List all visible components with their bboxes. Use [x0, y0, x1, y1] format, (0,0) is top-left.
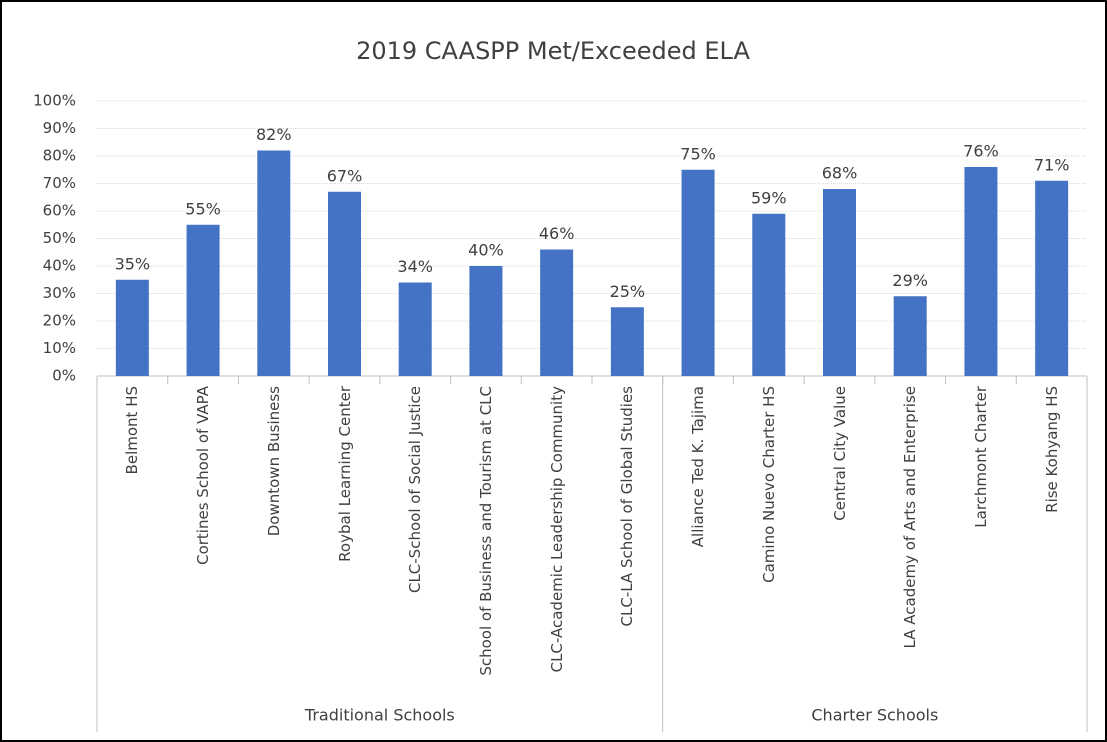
x-tick-label: Roybal Learning Center	[335, 386, 354, 562]
bar	[115, 279, 149, 376]
x-tick-label: School of Business and Tourism at CLC	[476, 386, 495, 676]
bar	[1035, 180, 1069, 376]
y-tick-label: 50%	[43, 229, 76, 247]
x-tick-label: CLC-LA School of Global Studies	[618, 386, 637, 627]
bar	[186, 224, 220, 376]
x-tick-label: Downtown Business	[264, 386, 283, 537]
bar	[823, 189, 856, 376]
value-label: 67%	[327, 166, 363, 185]
value-label: 76%	[963, 142, 999, 161]
chart-title: 2019 CAASPP Met/Exceeded ELA	[356, 37, 750, 65]
bar	[893, 296, 927, 376]
value-label: 35%	[115, 254, 151, 273]
bar	[681, 169, 715, 376]
y-tick-label: 70%	[43, 174, 76, 192]
x-tick-label: Camino Nuevo Charter HS	[759, 386, 778, 583]
bar	[328, 191, 361, 376]
x-tick-label: LA Academy of Arts and Enterprise	[901, 386, 920, 649]
bar	[610, 307, 644, 376]
x-tick-label: Cortines School of VAPA	[194, 386, 213, 565]
y-tick-label: 30%	[43, 284, 76, 302]
bar	[540, 249, 574, 376]
y-tick-label: 40%	[43, 257, 76, 275]
value-label: 71%	[1034, 155, 1070, 174]
x-tick-label: Central City Value	[830, 386, 849, 521]
y-tick-label: 100%	[33, 92, 76, 110]
value-label: 40%	[468, 241, 504, 260]
y-tick-label: 80%	[43, 147, 76, 165]
bar	[398, 282, 432, 376]
y-tick-label: 90%	[43, 119, 76, 137]
value-label: 25%	[610, 282, 646, 301]
value-label: 68%	[822, 164, 858, 183]
bar	[257, 150, 291, 376]
value-label: 29%	[892, 271, 928, 290]
y-tick-label: 60%	[43, 202, 76, 220]
bar	[964, 167, 998, 376]
bar	[752, 213, 786, 376]
value-label: 59%	[751, 188, 787, 207]
bar	[469, 266, 503, 376]
value-label: 55%	[185, 199, 221, 218]
y-tick-label: 0%	[52, 367, 76, 385]
x-tick-label: Belmont HS	[123, 386, 142, 475]
value-label: 82%	[256, 125, 292, 144]
group-label: Traditional Schools	[304, 706, 455, 725]
x-tick-label: Larchmont Charter	[971, 386, 990, 528]
value-label: 34%	[397, 257, 433, 276]
group-label: Charter Schools	[811, 706, 938, 725]
x-tick-label: Alliance Ted K. Tajima	[689, 386, 708, 548]
value-label: 75%	[680, 144, 716, 163]
x-tick-label: CLC-Academic Leadership Community	[547, 386, 566, 673]
value-label: 46%	[539, 224, 575, 243]
x-tick-label: Rise Kohyang HS	[1042, 386, 1061, 513]
y-tick-label: 20%	[43, 312, 76, 330]
y-tick-label: 10%	[43, 339, 76, 357]
x-tick-label: CLC-School of Social Justice	[406, 386, 425, 594]
